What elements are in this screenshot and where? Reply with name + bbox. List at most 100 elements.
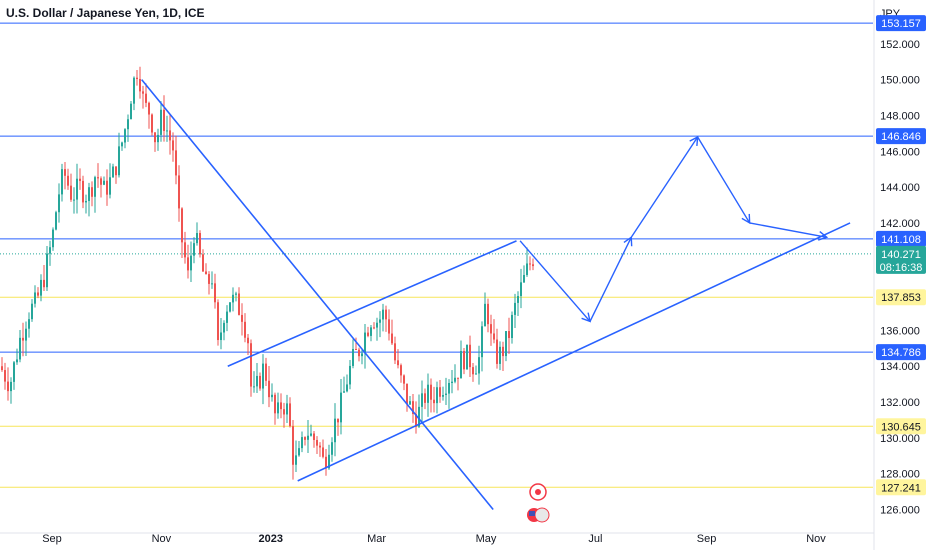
candle-body [289,403,291,427]
candle-body [424,393,426,403]
candle-body [52,229,54,248]
candle-body [160,109,162,135]
candle-body [175,150,177,176]
candle-body [385,309,387,320]
candle-body [253,386,255,388]
candle-body [22,337,24,341]
candle-body [469,344,471,368]
candle-body [169,130,171,141]
projection-segment [589,236,632,322]
candle-body [298,448,300,456]
price-tick-label: 150.000 [880,75,920,87]
candle-body [109,177,111,195]
time-axis-group: Sep Nov 2023 Mar May Jul Sep Nov [42,533,826,545]
countdown-label: 08:16:38 [880,262,923,274]
candle-body [283,409,285,415]
candle-body [157,134,159,143]
candle-body [325,456,327,469]
last-price-label: 140.271 [881,249,921,261]
candle-body [442,394,444,397]
us-flag-canton [529,511,535,516]
price-tick-label: 136.000 [880,325,920,337]
candle-body [370,327,372,336]
candle-body [454,377,456,382]
candle-body [64,169,66,176]
candle-body [202,254,204,272]
candle-body [451,381,453,383]
candle-body [319,445,321,448]
candle-body [526,263,528,275]
candle-body [349,365,351,385]
candle-body [97,177,99,179]
candle-body [364,332,366,354]
candle-body [124,129,126,143]
candle-body [115,166,117,176]
price-tick-label: 144.000 [880,182,920,194]
candle-body [493,333,495,340]
candle-body [229,302,231,312]
candle-body [232,294,234,303]
candle-body [313,433,315,440]
price-tick-label: 132.000 [880,397,920,409]
time-tick-label: Nov [806,533,826,545]
candle-body [130,103,132,120]
price-axis-group: JPY152.000150.000148.000146.000144.00014… [876,8,926,517]
candle-body [382,309,384,320]
candle-body [280,402,282,410]
candle-body [517,296,519,303]
candle-body [418,406,420,427]
projection-segment [697,136,751,224]
candle-body [139,78,141,92]
time-tick-label: Mar [367,533,386,545]
level-price-badge [876,418,926,435]
candle-body [199,233,201,255]
candle-body [34,292,36,304]
candle-body [415,414,417,427]
projection-arrowhead [689,135,699,146]
candle-body [151,114,153,133]
candle-body [529,263,531,265]
candle-body [331,442,333,455]
candle-body [13,362,15,382]
candle-body [397,360,399,366]
candle-body [217,302,219,341]
candle-body [211,283,213,285]
price-tick-label: 148.000 [880,110,920,122]
candle-body [295,455,297,465]
candle-body [55,212,57,230]
candle-body [487,303,489,325]
candle-body [376,322,378,328]
candle-body [166,130,168,132]
candle-body [463,351,465,370]
candle-body [427,384,429,403]
candle-body [172,140,174,151]
candle-body [448,382,450,394]
candle-body [277,402,279,414]
candle-body [361,353,363,357]
candle-body [307,435,309,440]
candle-body [430,384,432,400]
candle-body [181,208,183,243]
candle-body [244,321,246,338]
candle-body [121,142,123,147]
candle-body [88,187,90,201]
candle-body [343,391,345,393]
candle-body [106,180,108,195]
price-tick-label: 152.000 [880,39,920,51]
candle-body [259,375,261,389]
projection-segment [519,240,591,322]
candle-body [301,437,303,449]
candle-body [67,175,69,186]
candle-body [73,199,75,201]
candle-body [154,132,156,143]
candle-body [472,367,474,375]
candle-body [379,319,381,323]
us-flag-icon-back [534,507,550,523]
candle-body [205,271,207,275]
candle-body [76,178,78,200]
candle-body [433,399,435,404]
candle-body [436,387,438,404]
candle-body [334,418,336,443]
candle-body [85,200,87,203]
